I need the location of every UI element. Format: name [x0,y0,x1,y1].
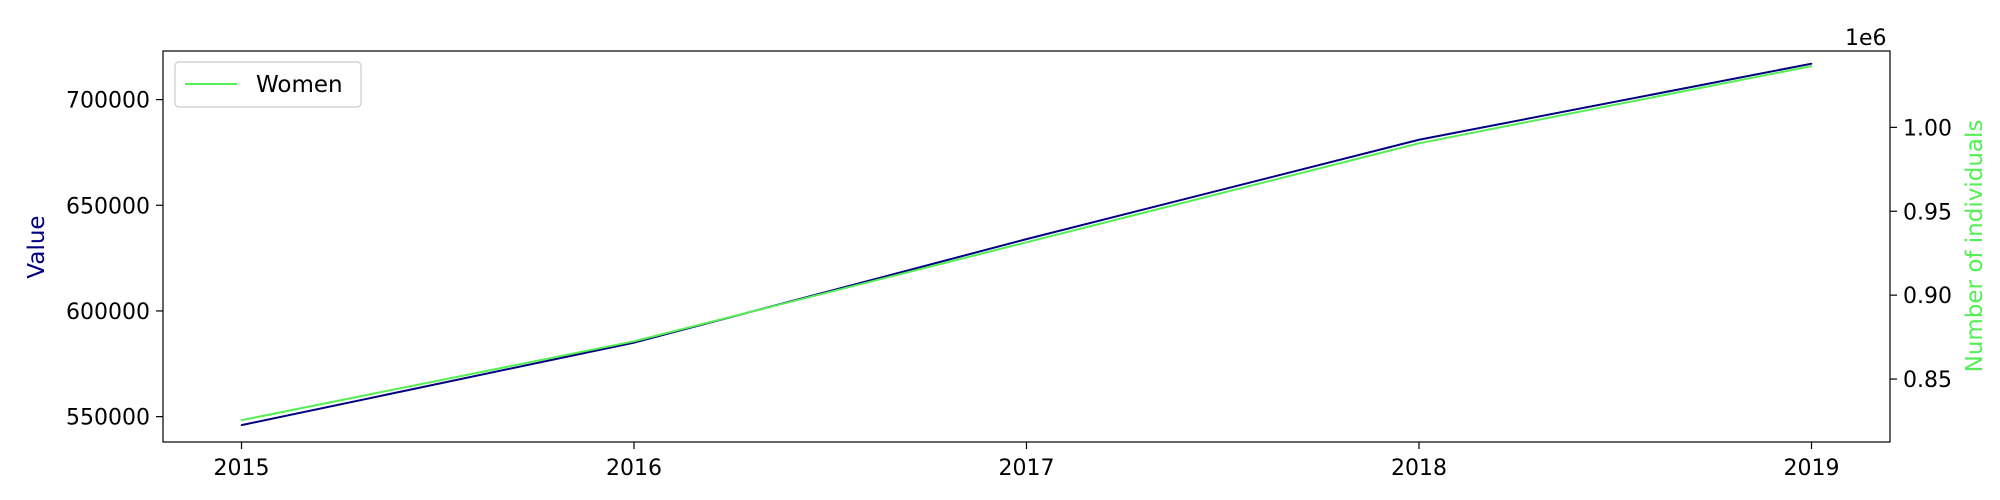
left-tick-label-600000: 600000 [66,300,150,325]
x-tick-label-2016: 2016 [606,456,662,481]
left-y-axis: 550000 600000 650000 700000 [66,89,163,431]
series-point-left-axis-2015 [240,424,243,426]
x-tick-label-2018: 2018 [1391,456,1447,481]
x-tick-label-2019: 2019 [1784,456,1840,481]
right-y-axis: 0.85 0.90 0.95 1.00 [1890,116,1952,393]
right-axis-offset-text: 1e6 [1845,26,1887,51]
right-tick-label-1.00: 1.00 [1903,116,1952,141]
series-layer [240,62,1813,427]
series-line-left-axis [241,62,1812,427]
series-point-left-axis-2017 [1025,238,1028,240]
right-tick-label-0.95: 0.95 [1903,200,1952,225]
left-tick-label-650000: 650000 [66,194,150,219]
right-tick-label-0.85: 0.85 [1903,368,1952,393]
series-point-women-2018 [1418,142,1420,145]
legend-label-women: Women [256,72,343,98]
series-point-left-axis-2019 [1810,62,1813,65]
right-tick-label-0.90: 0.90 [1903,284,1952,309]
legend: Women [174,61,362,108]
series-point-women-2016 [633,340,635,343]
series-line-women [241,65,1812,422]
series-point-women-2019 [1810,65,1813,67]
series-point-left-axis-2018 [1418,138,1420,141]
left-tick-label-550000: 550000 [66,406,150,431]
x-tick-label-2015: 2015 [214,456,270,481]
left-tick-label-700000: 700000 [66,89,150,114]
series-point-women-2015 [240,419,243,421]
x-axis: 2015 2016 2017 2018 2019 [214,442,1840,481]
series-point-women-2017 [1025,241,1028,244]
left-axis-title: Value [24,215,50,278]
legend-box [174,61,362,108]
right-axis-title: Number of individuals [1962,120,1988,373]
x-tick-label-2017: 2017 [999,456,1055,481]
